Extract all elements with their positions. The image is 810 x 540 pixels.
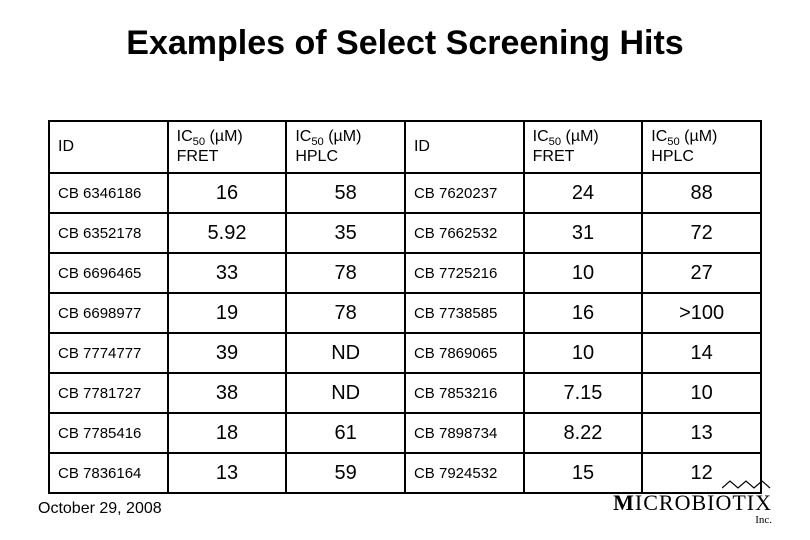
cell-hplc-right: >100 bbox=[642, 293, 761, 333]
cell-hplc-left: 59 bbox=[286, 453, 405, 493]
table-row: CB 77854161861CB 78987348.2213 bbox=[49, 413, 761, 453]
cell-id-left: CB 7836164 bbox=[49, 453, 168, 493]
cell-hplc-left: 35 bbox=[286, 213, 405, 253]
table-row: CB 777477739NDCB 78690651014 bbox=[49, 333, 761, 373]
cell-hplc-right: 72 bbox=[642, 213, 761, 253]
cell-fret-right: 7.15 bbox=[524, 373, 643, 413]
cell-id-left: CB 7774777 bbox=[49, 333, 168, 373]
cell-hplc-left: 58 bbox=[286, 173, 405, 213]
cell-id-left: CB 7785416 bbox=[49, 413, 168, 453]
logo-inc: Inc. bbox=[613, 514, 772, 526]
cell-hplc-left: 78 bbox=[286, 253, 405, 293]
table-container: ID IC50 (µM) FRET IC50 (µM) HPLC ID IC50… bbox=[48, 120, 762, 494]
cell-id-right: CB 7738585 bbox=[405, 293, 524, 333]
logo-text: MICROBIOTIX bbox=[613, 490, 772, 515]
cell-hplc-right: 10 bbox=[642, 373, 761, 413]
cell-fret-left: 16 bbox=[168, 173, 287, 213]
cell-hplc-left: ND bbox=[286, 333, 405, 373]
cell-fret-left: 33 bbox=[168, 253, 287, 293]
cell-id-left: CB 6346186 bbox=[49, 173, 168, 213]
cell-id-left: CB 6352178 bbox=[49, 213, 168, 253]
cell-fret-left: 18 bbox=[168, 413, 287, 453]
cell-fret-left: 39 bbox=[168, 333, 287, 373]
cell-fret-right: 8.22 bbox=[524, 413, 643, 453]
cell-hplc-left: ND bbox=[286, 373, 405, 413]
col-hplc-right: IC50 (µM) HPLC bbox=[642, 121, 761, 173]
cell-hplc-right: 14 bbox=[642, 333, 761, 373]
table-header-row: ID IC50 (µM) FRET IC50 (µM) HPLC ID IC50… bbox=[49, 121, 761, 173]
cell-id-right: CB 7725216 bbox=[405, 253, 524, 293]
cell-hplc-right: 27 bbox=[642, 253, 761, 293]
screening-table: ID IC50 (µM) FRET IC50 (µM) HPLC ID IC50… bbox=[48, 120, 762, 494]
cell-id-right: CB 7662532 bbox=[405, 213, 524, 253]
cell-id-left: CB 6698977 bbox=[49, 293, 168, 333]
cell-fret-right: 31 bbox=[524, 213, 643, 253]
cell-fret-left: 38 bbox=[168, 373, 287, 413]
slide: Examples of Select Screening Hits ID IC5… bbox=[0, 0, 810, 540]
col-fret-right: IC50 (µM) FRET bbox=[524, 121, 643, 173]
col-id-right: ID bbox=[405, 121, 524, 173]
cell-id-right: CB 7898734 bbox=[405, 413, 524, 453]
col-id-left: ID bbox=[49, 121, 168, 173]
table-row: CB 63461861658CB 76202372488 bbox=[49, 173, 761, 213]
cell-id-right: CB 7620237 bbox=[405, 173, 524, 213]
cell-fret-left: 5.92 bbox=[168, 213, 287, 253]
page-title: Examples of Select Screening Hits bbox=[0, 24, 810, 63]
cell-id-left: CB 7781727 bbox=[49, 373, 168, 413]
table-row: CB 778172738NDCB 78532167.1510 bbox=[49, 373, 761, 413]
cell-hplc-left: 61 bbox=[286, 413, 405, 453]
cell-id-right: CB 7924532 bbox=[405, 453, 524, 493]
cell-fret-left: 13 bbox=[168, 453, 287, 493]
cell-id-right: CB 7853216 bbox=[405, 373, 524, 413]
cell-hplc-right: 13 bbox=[642, 413, 761, 453]
cell-fret-left: 19 bbox=[168, 293, 287, 333]
table-row: CB 66964653378CB 77252161027 bbox=[49, 253, 761, 293]
cell-fret-right: 16 bbox=[524, 293, 643, 333]
footer-date: October 29, 2008 bbox=[38, 500, 162, 518]
cell-fret-right: 10 bbox=[524, 333, 643, 373]
cell-hplc-left: 78 bbox=[286, 293, 405, 333]
col-fret-left: IC50 (µM) FRET bbox=[168, 121, 287, 173]
cell-fret-right: 24 bbox=[524, 173, 643, 213]
col-hplc-left: IC50 (µM) HPLC bbox=[286, 121, 405, 173]
cell-fret-right: 10 bbox=[524, 253, 643, 293]
company-logo: MICROBIOTIX Inc. bbox=[613, 476, 772, 526]
cell-id-left: CB 6696465 bbox=[49, 253, 168, 293]
cell-hplc-right: 88 bbox=[642, 173, 761, 213]
cell-id-right: CB 7869065 bbox=[405, 333, 524, 373]
table-row: CB 63521785.9235CB 76625323172 bbox=[49, 213, 761, 253]
table-row: CB 66989771978CB 773858516>100 bbox=[49, 293, 761, 333]
